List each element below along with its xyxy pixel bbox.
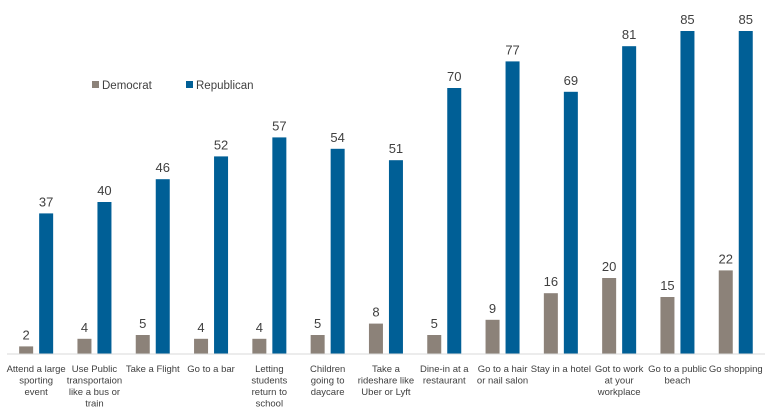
bar-republican-8 (505, 61, 520, 355)
value-label-democrat-2: 5 (139, 316, 146, 331)
value-label-republican-10: 81 (622, 27, 636, 42)
value-label-democrat-9: 16 (544, 274, 558, 289)
value-label-democrat-0: 2 (23, 327, 30, 342)
bar-democrat-7 (427, 335, 442, 354)
category-label-4: Letting students return to school (251, 364, 287, 410)
bar-democrat-4 (252, 338, 267, 354)
bar-democrat-3 (194, 338, 209, 354)
bar-democrat-11 (660, 297, 675, 354)
value-label-republican-2: 46 (156, 160, 170, 175)
value-label-democrat-7: 5 (431, 316, 438, 331)
value-label-republican-1: 40 (97, 183, 111, 198)
category-label-5: Children going to daycare (310, 364, 345, 398)
value-label-democrat-12: 22 (719, 251, 733, 266)
value-label-republican-6: 51 (389, 141, 403, 156)
bar-republican-4 (272, 137, 287, 354)
bar-democrat-2 (135, 335, 150, 354)
category-label-9: Stay in a hotel (531, 364, 591, 375)
value-label-democrat-6: 8 (372, 305, 379, 320)
bar-republican-12 (738, 31, 753, 354)
value-label-republican-8: 77 (505, 42, 519, 57)
bars (19, 31, 753, 355)
legend-label-republican: Republican (196, 80, 254, 92)
bar-republican-2 (155, 179, 170, 354)
value-label-republican-7: 70 (447, 69, 461, 84)
bar-republican-3 (214, 156, 229, 354)
bar-republican-9 (563, 91, 578, 355)
value-labels: 2 37 4 40 5 46 4 52 4 57 5 54 8 51 5 70 9 77 16 69 20 81 15 85 2… (23, 12, 753, 342)
bar-republican-0 (39, 213, 54, 354)
bar-republican-7 (447, 88, 462, 354)
category-label-8: Go to a hair or nail salon (477, 364, 528, 387)
category-label-11: Go to a public beach (648, 364, 707, 387)
category-label-12: Go shopping (709, 364, 763, 375)
bar-republican-10 (622, 46, 637, 354)
value-label-democrat-1: 4 (81, 320, 88, 335)
category-label-1: Use Public transportaion like a bus or trai… (67, 364, 122, 410)
value-label-democrat-3: 4 (197, 320, 204, 335)
bar-democrat-6 (368, 323, 383, 354)
category-label-3: Go to a bar (187, 364, 235, 375)
legend-swatch-democrat (92, 81, 99, 88)
value-label-democrat-5: 5 (314, 316, 321, 331)
value-label-republican-0: 37 (39, 194, 53, 209)
value-label-republican-12: 85 (739, 12, 753, 27)
bar-democrat-10 (602, 278, 617, 354)
category-label-7: Dine-in at a restaurant (420, 364, 469, 387)
category-label-0: Attend a large sporting event (7, 364, 66, 398)
legend-label-democrat: Democrat (102, 80, 153, 92)
bar-republican-1 (97, 202, 112, 354)
bar-democrat-1 (77, 338, 92, 354)
bar-democrat-5 (310, 335, 325, 354)
bar-democrat-8 (485, 319, 500, 354)
bar-republican-5 (330, 148, 345, 354)
bar-democrat-12 (718, 270, 733, 354)
bar-democrat-0 (19, 346, 34, 354)
value-label-republican-5: 54 (330, 130, 344, 145)
value-label-democrat-4: 4 (256, 320, 263, 335)
value-label-republican-9: 69 (564, 73, 578, 88)
category-label-10: Got to work at your workplace (595, 364, 644, 398)
category-label-6: Take a rideshare like Uber or Lyft (358, 364, 415, 398)
value-label-republican-4: 57 (272, 118, 286, 133)
value-label-republican-11: 85 (680, 12, 694, 27)
value-label-democrat-8: 9 (489, 301, 496, 316)
value-label-democrat-10: 20 (602, 259, 616, 274)
bar-republican-11 (680, 31, 695, 354)
bar-republican-6 (388, 160, 403, 354)
value-label-republican-3: 52 (214, 137, 228, 152)
legend: Democrat Republican (92, 80, 254, 92)
legend-swatch-republican (186, 81, 193, 88)
bar-democrat-9 (543, 293, 558, 354)
category-label-2: Take a Flight (126, 364, 180, 375)
value-label-democrat-11: 15 (660, 278, 674, 293)
